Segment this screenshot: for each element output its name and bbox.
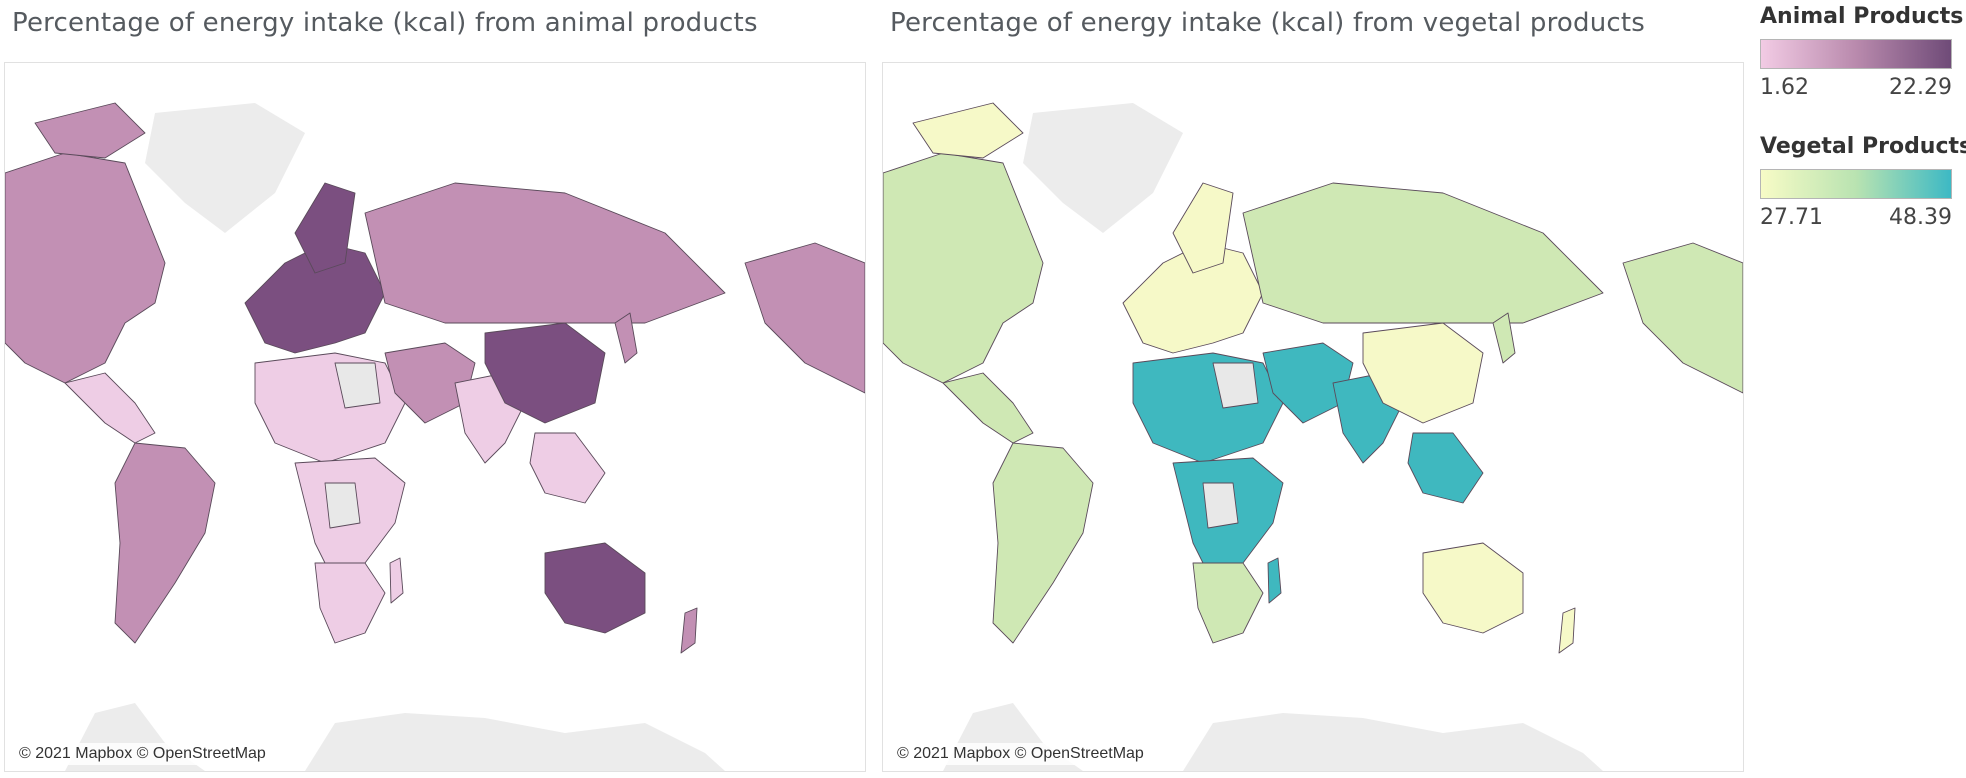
region-north-america[interactable]: [5, 152, 166, 384]
legend-animal-max: 22.29: [1889, 75, 1952, 100]
region-sahara-nd[interactable]: [334, 362, 381, 409]
region-central-america[interactable]: [64, 372, 156, 444]
region-antarctica-east: [1183, 713, 1603, 771]
map-animal-products[interactable]: © 2021 Mapbox © OpenStreetMap: [4, 62, 866, 772]
region-australia[interactable]: [1422, 542, 1524, 634]
region-scandinavia[interactable]: [294, 182, 356, 274]
legend-vegetal-title: Vegetal Products: [1760, 134, 1966, 159]
map-vegetal-canvas[interactable]: [883, 63, 1743, 771]
region-russia[interactable]: [364, 182, 726, 324]
region-alaska[interactable]: [1622, 242, 1743, 394]
map-credit-animal[interactable]: © 2021 Mapbox © OpenStreetMap: [13, 743, 272, 765]
map-vegetal-products[interactable]: © 2021 Mapbox © OpenStreetMap: [882, 62, 1744, 772]
legend-animal-min: 1.62: [1760, 75, 1809, 100]
region-scandinavia[interactable]: [1172, 182, 1234, 274]
legend-vegetal: Vegetal Products 27.71 48.39: [1760, 134, 1966, 230]
legend-vegetal-min: 27.71: [1760, 205, 1823, 230]
region-southeast-asia[interactable]: [1407, 432, 1484, 504]
legend-vegetal-max: 48.39: [1889, 205, 1952, 230]
legend-animal-title: Animal Products: [1760, 4, 1964, 29]
region-russia[interactable]: [1242, 182, 1604, 324]
map-title-animal: Percentage of energy intake (kcal) from …: [12, 8, 758, 38]
region-greenland: [145, 103, 305, 233]
region-china[interactable]: [484, 322, 606, 424]
region-alaska[interactable]: [744, 242, 865, 394]
region-southeast-asia[interactable]: [529, 432, 606, 504]
region-congo-nd[interactable]: [324, 482, 361, 529]
region-southern-africa[interactable]: [1192, 562, 1264, 644]
region-china[interactable]: [1362, 322, 1484, 424]
region-north-africa[interactable]: [1132, 352, 1284, 464]
region-antarctica-east: [305, 713, 725, 771]
region-central-america[interactable]: [942, 372, 1034, 444]
region-madagascar[interactable]: [1267, 557, 1282, 604]
region-canada-islands[interactable]: [34, 102, 146, 159]
legend-vegetal-color-ramp: [1760, 169, 1952, 199]
legend-animal: Animal Products 1.62 22.29: [1760, 4, 1964, 100]
region-congo-nd[interactable]: [1202, 482, 1239, 529]
region-japan[interactable]: [614, 312, 638, 364]
map-credit-vegetal[interactable]: © 2021 Mapbox © OpenStreetMap: [891, 743, 1150, 765]
region-new-zealand[interactable]: [1558, 607, 1576, 654]
map-title-vegetal: Percentage of energy intake (kcal) from …: [890, 8, 1646, 38]
region-north-africa[interactable]: [254, 352, 406, 464]
region-north-america[interactable]: [883, 152, 1044, 384]
region-new-zealand[interactable]: [680, 607, 698, 654]
region-australia[interactable]: [544, 542, 646, 634]
legend-animal-color-ramp: [1760, 39, 1952, 69]
region-south-america[interactable]: [992, 442, 1094, 644]
region-greenland: [1023, 103, 1183, 233]
region-south-america[interactable]: [114, 442, 216, 644]
region-madagascar[interactable]: [389, 557, 404, 604]
map-animal-canvas[interactable]: [5, 63, 865, 771]
region-canada-islands[interactable]: [912, 102, 1024, 159]
region-sahara-nd[interactable]: [1212, 362, 1259, 409]
region-southern-africa[interactable]: [314, 562, 386, 644]
region-japan[interactable]: [1492, 312, 1516, 364]
